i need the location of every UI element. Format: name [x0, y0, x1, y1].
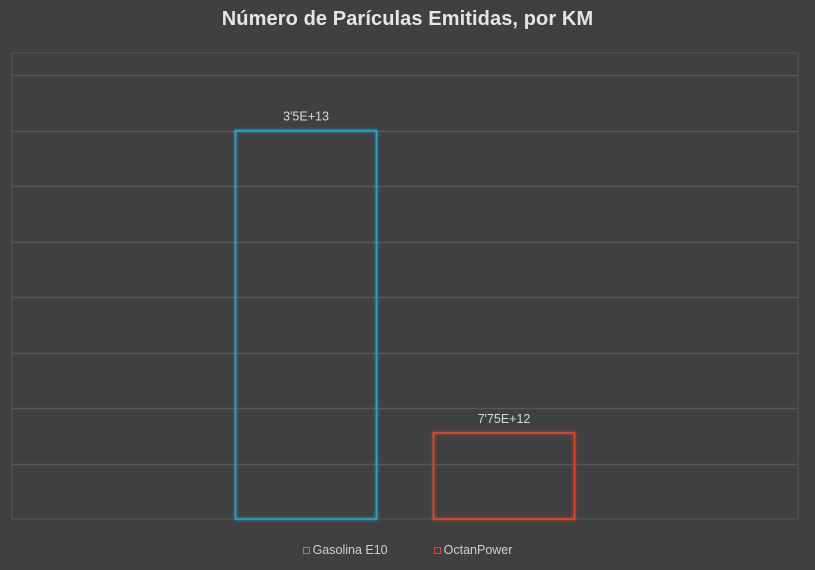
plot-border	[11, 52, 799, 520]
legend-label-octanpower: OctanPower	[443, 543, 513, 557]
legend-item-octanpower[interactable]: OctanPower	[433, 541, 513, 559]
legend-swatch-gasolina	[302, 546, 310, 554]
data-label: 3'5E+13	[283, 110, 329, 124]
bar-gasolina-e10[interactable]	[234, 129, 378, 520]
data-labels: 3'5E+13 7'75E+12	[283, 110, 530, 426]
legend: Gasolina E10 OctanPower	[0, 541, 815, 559]
legend-label-gasolina: Gasolina E10	[312, 543, 388, 557]
bars	[234, 129, 576, 520]
gridlines	[11, 52, 799, 520]
legend-item-gasolina[interactable]: Gasolina E10	[302, 541, 388, 559]
data-label: 7'75E+12	[478, 412, 531, 426]
bar-octanpower[interactable]	[432, 432, 576, 520]
chart-title: Número de Parículas Emitidas, por KM	[221, 8, 594, 30]
legend-swatch-octanpower	[433, 546, 441, 554]
